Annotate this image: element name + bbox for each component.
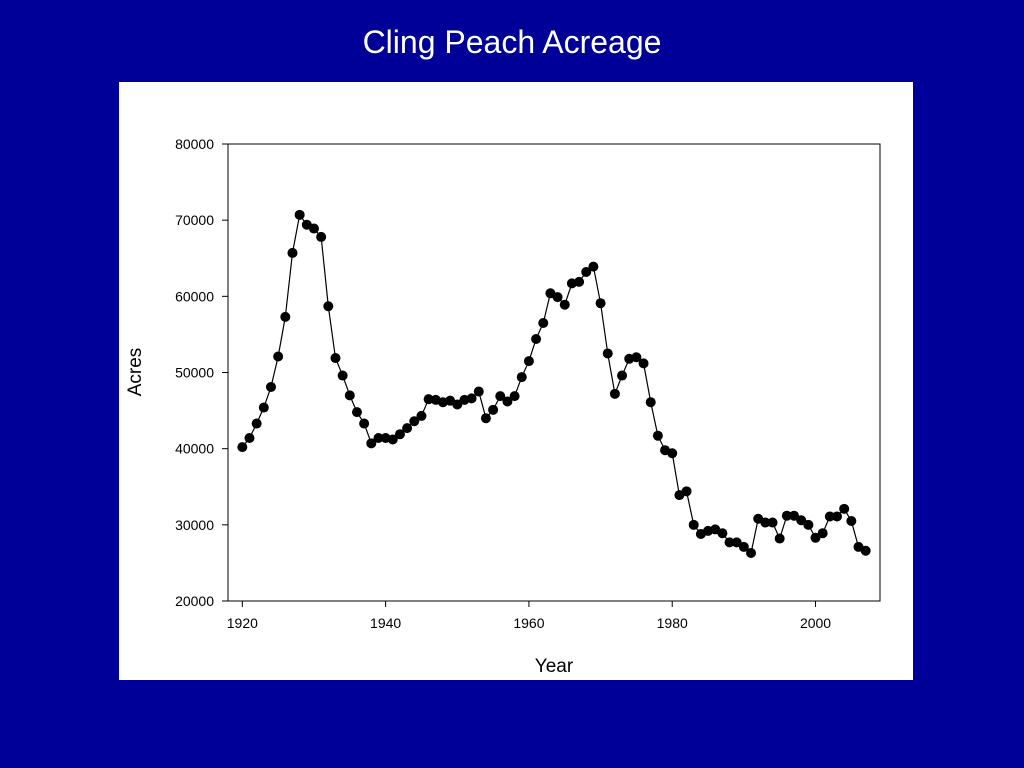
x-tick-label: 1940	[370, 615, 401, 631]
data-point	[316, 231, 327, 242]
data-point	[337, 370, 348, 381]
data-point	[774, 533, 785, 544]
data-point	[323, 301, 334, 312]
data-point	[495, 391, 506, 402]
data-point	[366, 438, 377, 449]
data-point	[602, 348, 613, 359]
data-point	[724, 537, 735, 548]
data-point	[781, 510, 792, 521]
data-point	[839, 503, 850, 514]
data-point	[789, 510, 800, 521]
x-axis-ticks: 1920 1940 1960 1980 2000	[227, 601, 831, 631]
chart-panel: 20000 30000 40000 50000 60000 70000 80000 1920…	[119, 82, 913, 680]
data-point	[473, 386, 484, 397]
x-tick-label: 1960	[513, 615, 544, 631]
y-tick-label: 30000	[175, 517, 214, 533]
data-point	[681, 486, 692, 497]
data-point	[767, 517, 778, 528]
data-point	[731, 537, 742, 548]
data-point	[638, 358, 649, 369]
data-point	[387, 434, 398, 445]
data-point	[746, 548, 757, 559]
line-chart: 20000 30000 40000 50000 60000 70000 80000 1920…	[125, 136, 881, 677]
data-point	[538, 317, 549, 328]
data-point	[652, 430, 663, 441]
y-tick-label: 20000	[175, 593, 214, 609]
x-tick-label: 1980	[657, 615, 688, 631]
data-point	[402, 423, 413, 434]
y-tick-label: 40000	[175, 441, 214, 457]
data-point	[846, 516, 857, 527]
data-point	[330, 353, 341, 364]
data-point	[688, 519, 699, 530]
y-tick-label: 60000	[175, 288, 214, 304]
data-point	[280, 311, 291, 322]
data-point	[265, 381, 276, 392]
data-point	[373, 433, 384, 444]
data-point	[287, 247, 298, 258]
data-point	[409, 416, 420, 427]
data-point	[251, 418, 262, 429]
data-point	[237, 442, 248, 453]
data-point	[308, 223, 319, 234]
data-point	[466, 393, 477, 404]
x-axis-label: Year	[535, 656, 574, 677]
data-point	[760, 517, 771, 528]
data-point	[294, 209, 305, 220]
data-point	[717, 528, 728, 539]
data-point	[394, 429, 405, 440]
data-point	[244, 433, 255, 444]
data-point	[531, 333, 542, 344]
data-points	[237, 209, 871, 559]
data-point	[523, 356, 534, 367]
y-tick-label: 50000	[175, 365, 214, 381]
series-line	[241, 213, 866, 555]
data-point	[738, 541, 749, 552]
data-point	[588, 261, 599, 272]
data-point	[416, 410, 427, 421]
data-point	[824, 511, 835, 522]
data-point	[509, 391, 520, 402]
data-point	[581, 266, 592, 277]
data-point	[344, 390, 355, 401]
data-point	[258, 402, 269, 413]
data-point	[796, 515, 807, 526]
data-point	[574, 276, 585, 287]
data-point	[617, 370, 628, 381]
data-point	[452, 399, 463, 410]
data-point	[803, 519, 814, 530]
y-axis-ticks: 20000 30000 40000 50000 60000 70000 80000	[175, 136, 228, 609]
data-point	[273, 351, 284, 362]
y-axis-label: Acres	[125, 348, 146, 397]
data-point	[516, 372, 527, 383]
data-point	[595, 298, 606, 309]
data-point	[645, 397, 656, 408]
data-point	[480, 413, 491, 424]
data-point	[667, 448, 678, 459]
data-point	[359, 418, 370, 429]
data-point	[351, 407, 362, 418]
x-tick-label: 2000	[800, 615, 831, 631]
y-tick-label: 70000	[175, 212, 214, 228]
y-tick-label: 80000	[175, 136, 214, 152]
data-point	[552, 292, 563, 303]
data-point	[860, 545, 871, 556]
data-point	[488, 404, 499, 415]
data-point	[832, 511, 843, 522]
x-tick-label: 1920	[227, 615, 258, 631]
data-point	[609, 388, 620, 399]
data-point	[810, 532, 821, 543]
slide-title: Cling Peach Acreage	[362, 24, 662, 60]
data-point	[817, 528, 828, 539]
data-point	[631, 352, 642, 363]
data-point	[502, 396, 513, 407]
data-point	[559, 299, 570, 310]
